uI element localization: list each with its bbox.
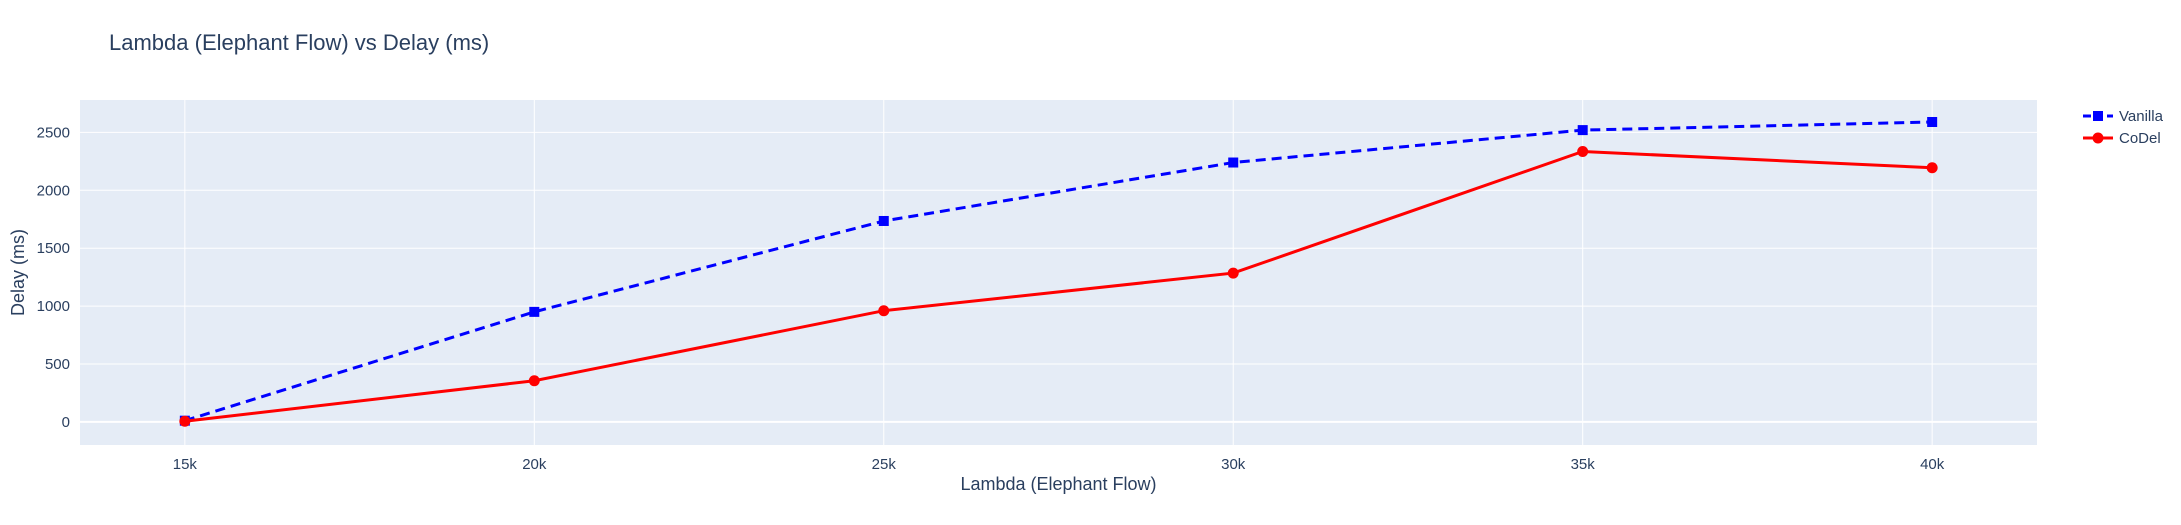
tick-layer: 15k 20k 25k 30k 35k 40k 0 500 1000 1500 2000 2500 <box>37 124 1945 473</box>
y-tick-label: 2000 <box>37 182 70 199</box>
y-tick-label: 1000 <box>37 298 70 315</box>
series-layer <box>179 116 1938 427</box>
data-point <box>528 375 540 387</box>
y-tick-label: 1500 <box>37 240 70 257</box>
data-point <box>1228 157 1239 168</box>
x-tick-label: 20k <box>522 456 547 473</box>
data-point <box>878 305 890 317</box>
x-tick-label: 30k <box>1221 456 1246 473</box>
x-tick-label: 15k <box>173 456 198 473</box>
x-tick-label: 40k <box>1920 456 1945 473</box>
x-axis-title: Lambda (Elephant Flow) <box>960 474 1156 494</box>
legend-label: CoDel <box>2119 130 2161 147</box>
legend-item: CoDel <box>2083 130 2161 147</box>
series-codel <box>179 146 1938 427</box>
x-tick-label: 25k <box>872 456 897 473</box>
y-tick-label: 0 <box>62 414 70 431</box>
series-line <box>184 150 1933 423</box>
legend: Vanilla CoDel <box>2083 108 2164 147</box>
data-point <box>179 415 191 427</box>
chart-title: Lambda (Elephant Flow) vs Delay (ms) <box>109 30 489 55</box>
x-tick-label: 35k <box>1571 456 1596 473</box>
data-point <box>878 215 889 226</box>
legend-label: Vanilla <box>2119 108 2164 125</box>
data-point <box>1927 116 1938 127</box>
data-point <box>529 306 540 317</box>
plot-area <box>80 100 2037 445</box>
y-tick-label: 2500 <box>37 124 70 141</box>
grid-layer <box>80 100 2037 445</box>
y-axis-title: Delay (ms) <box>8 229 28 316</box>
legend-item: Vanilla <box>2083 108 2164 125</box>
legend-marker <box>2093 111 2103 121</box>
data-point <box>1926 162 1938 174</box>
data-point <box>1577 146 1589 158</box>
legend-marker <box>2092 132 2104 144</box>
data-point <box>1227 267 1239 279</box>
series-line <box>184 120 1933 423</box>
data-point <box>1577 125 1588 136</box>
y-tick-label: 500 <box>45 356 70 373</box>
